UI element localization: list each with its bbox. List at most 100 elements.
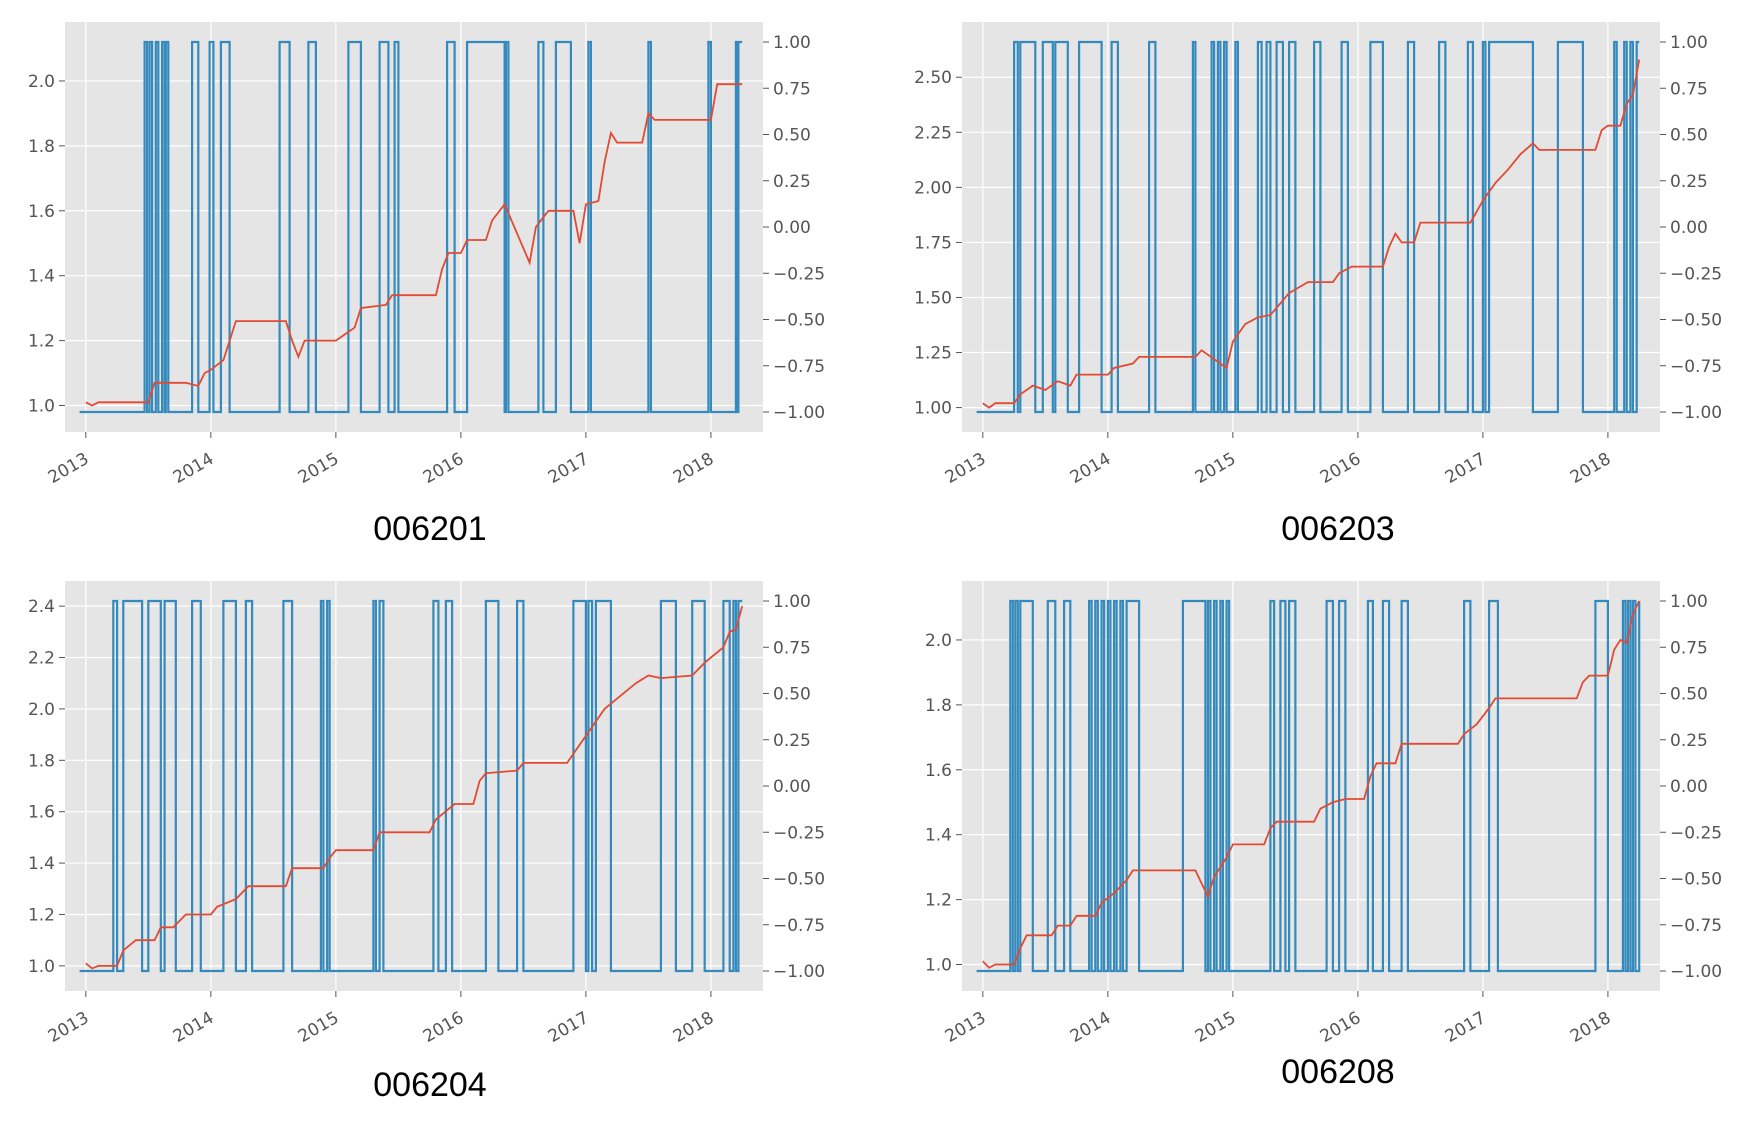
chart-panel-006204: 1.0 1.2 1.4 1.6 1.8 2.0 2.2 2.4 2013 2014 2015 2016… [28,581,825,1104]
x-tick-label: 2014 [1067,1008,1114,1047]
plot-background [962,581,1660,991]
series-position-line [79,599,743,973]
y-right-tick-label: 1.00 [773,33,811,53]
series-position-line [79,40,743,414]
y-right-tick-label: 0.50 [773,685,811,705]
series-equity-line [85,83,743,407]
y-left-tick-label: 2.0 [28,72,55,92]
y-left-tick-label: 1.0 [28,957,55,977]
x-tick-label: 2016 [1317,1008,1364,1047]
y-right-tick-label: 0.00 [773,777,811,797]
y-right-tick-label: −0.75 [1670,916,1722,936]
y-right-tick-label: −0.75 [1670,357,1722,377]
x-tick-label: 2014 [1067,449,1114,488]
series-equity-line [85,605,744,970]
y-right-tick-label: 0.75 [1670,79,1708,99]
series-position-line [976,40,1640,414]
x-tick-label: 2015 [1192,1008,1239,1047]
x-tick-label: 2017 [545,449,592,488]
y-right-tick-label: 0.50 [773,126,811,146]
series-equity-line [982,600,1641,969]
chart-panel-006201: 1.0 1.2 1.4 1.6 1.8 2.0 2013 2014 2015 2016 2017 20… [28,22,825,548]
y-left-tick-label: 1.2 [28,332,55,352]
y-right-tick-label: 0.00 [1670,218,1708,238]
chart-caption: 006203 [1281,510,1394,548]
y-right-tick-label: 0.25 [773,731,811,751]
y-left-tick-label: 2.0 [28,700,55,720]
y-right-tick-label: −0.50 [773,311,825,331]
x-tick-label: 2016 [420,449,467,488]
chart-caption: 006208 [1281,1053,1394,1091]
y-left-tick-label: 1.4 [28,267,55,287]
series-equity-line [982,59,1641,409]
y-left-tick-label: 1.0 [925,956,952,976]
y-left-tick-label: 1.6 [925,761,952,781]
series-position-line [976,599,1641,973]
x-tick-label: 2015 [1192,449,1239,488]
y-right-tick-label: 0.50 [1670,685,1708,705]
chart-panel-006208: 1.0 1.2 1.4 1.6 1.8 2.0 2013 2014 2015 2016 2017 20… [925,581,1722,1091]
y-left-tick-label: 1.4 [925,826,952,846]
x-tick-label: 2018 [1567,449,1614,488]
y-right-tick-label: −0.25 [773,823,825,843]
y-right-tick-label: −1.00 [773,962,825,982]
y-right-tick-label: −1.00 [773,403,825,423]
x-tick-label: 2017 [1442,1008,1489,1047]
x-tick-label: 2013 [942,449,989,488]
x-tick-label: 2015 [295,1008,342,1047]
y-right-tick-label: 0.75 [773,79,811,99]
y-left-tick-label: 2.4 [28,597,55,617]
y-left-tick-label: 1.8 [28,751,55,771]
y-right-tick-label: −0.25 [773,264,825,284]
chart-caption: 006204 [373,1066,486,1104]
y-right-tick-label: 0.00 [1670,777,1708,797]
plot-background [65,581,763,991]
y-left-tick-label: 1.50 [914,288,952,308]
x-tick-label: 2018 [670,1008,717,1047]
y-right-tick-label: −0.75 [773,916,825,936]
y-left-tick-label: 1.2 [925,891,952,911]
x-tick-label: 2016 [420,1008,467,1047]
y-right-tick-label: −0.50 [773,870,825,890]
plot-background [65,22,763,432]
x-tick-label: 2013 [45,1008,92,1047]
y-right-tick-label: 0.75 [1670,638,1708,658]
y-left-tick-label: 2.2 [28,649,55,669]
y-right-tick-label: 1.00 [773,592,811,612]
y-right-tick-label: 0.25 [1670,731,1708,751]
y-right-tick-label: −1.00 [1670,962,1722,982]
x-tick-label: 2018 [670,449,717,488]
y-right-tick-label: 1.00 [1670,592,1708,612]
chart-panel-006203: 1.00 1.25 1.50 1.75 2.00 2.25 2.50 2013 2014 2015… [914,22,1722,548]
y-left-tick-label: 1.8 [925,696,952,716]
y-right-tick-label: 0.25 [1670,172,1708,192]
y-left-tick-label: 2.25 [914,123,952,143]
y-right-tick-label: −0.50 [1670,870,1722,890]
x-tick-label: 2016 [1317,449,1364,488]
x-tick-label: 2018 [1567,1008,1614,1047]
x-tick-label: 2017 [545,1008,592,1047]
y-left-tick-label: 2.50 [914,68,952,88]
x-tick-label: 2014 [170,1008,217,1047]
y-right-tick-label: −1.00 [1670,403,1722,423]
y-left-tick-label: 1.6 [28,202,55,222]
y-right-tick-label: 0.75 [773,638,811,658]
y-right-tick-label: −0.75 [773,357,825,377]
y-left-tick-label: 1.8 [28,137,55,157]
y-right-tick-label: −0.50 [1670,311,1722,331]
x-tick-label: 2017 [1442,449,1489,488]
x-tick-label: 2013 [942,1008,989,1047]
y-right-tick-label: −0.25 [1670,264,1722,284]
y-right-tick-label: 0.50 [1670,126,1708,146]
y-left-tick-label: 1.75 [914,233,952,253]
y-left-tick-label: 1.0 [28,397,55,417]
y-right-tick-label: −0.25 [1670,823,1722,843]
y-left-tick-label: 2.0 [925,631,952,651]
y-right-tick-label: 0.25 [773,172,811,192]
y-left-tick-label: 1.00 [914,399,952,419]
x-tick-label: 2015 [295,449,342,488]
y-left-tick-label: 1.4 [28,854,55,874]
y-left-tick-label: 1.25 [914,344,952,364]
y-left-tick-label: 1.2 [28,905,55,925]
